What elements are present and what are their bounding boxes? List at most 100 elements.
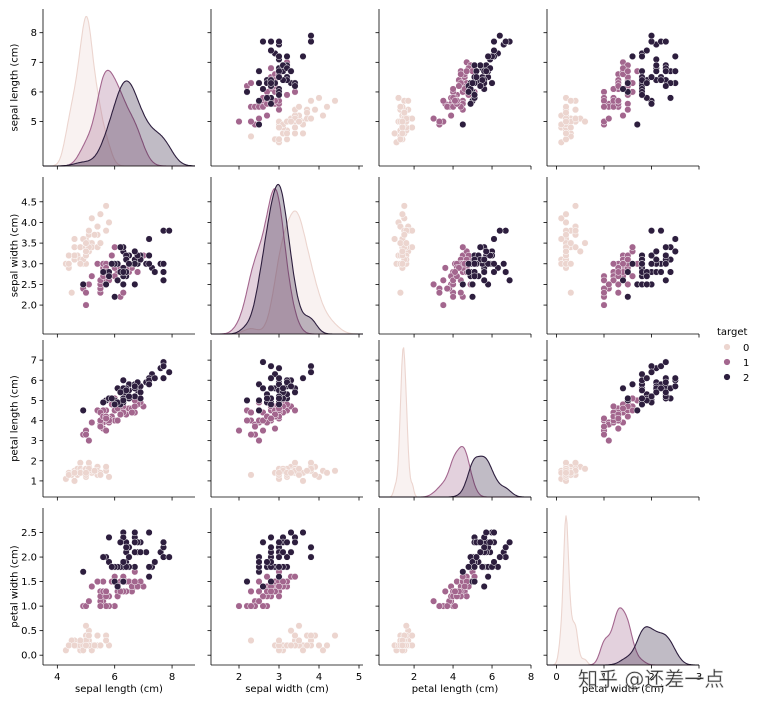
point-target-2 <box>490 235 498 243</box>
point-target-2 <box>643 280 651 288</box>
point-target-2 <box>255 79 263 87</box>
point-target-2 <box>119 268 127 276</box>
point-target-2 <box>502 38 510 46</box>
point-target-0 <box>96 471 104 479</box>
point-target-0 <box>96 210 104 218</box>
point-target-0 <box>319 112 327 120</box>
point-target-0 <box>247 636 255 645</box>
point-target-1 <box>605 280 613 288</box>
point-target-2 <box>283 52 291 60</box>
legend: target 0 1 2 <box>717 327 749 384</box>
x-tick-label: 6 <box>489 672 495 683</box>
point-target-1 <box>235 118 243 126</box>
panel-petal-length-vs-sepal-width <box>207 340 363 501</box>
point-target-1 <box>430 115 438 123</box>
point-target-0 <box>331 467 339 475</box>
point-target-0 <box>295 465 303 473</box>
point-target-1 <box>255 578 263 586</box>
point-target-2 <box>125 553 133 561</box>
point-target-1 <box>619 260 627 268</box>
panel-sepal-length-vs-petal-length <box>375 9 532 170</box>
point-target-2 <box>662 82 670 90</box>
point-target-2 <box>671 235 679 243</box>
point-target-2 <box>643 79 651 87</box>
x-tick-label: 3 <box>276 672 282 683</box>
y-tick-label: 6 <box>31 376 37 387</box>
point-target-2 <box>279 384 287 392</box>
point-target-2 <box>459 120 467 129</box>
point-target-0 <box>307 632 315 640</box>
point-target-2 <box>275 400 283 408</box>
point-target-2 <box>111 293 119 301</box>
point-target-2 <box>671 247 679 255</box>
point-target-2 <box>662 276 670 284</box>
y-tick-label: 1 <box>31 476 37 487</box>
x-tick-label: 8 <box>528 672 534 683</box>
point-target-0 <box>581 239 589 247</box>
point-target-2 <box>145 573 153 581</box>
point-target-2 <box>657 268 665 276</box>
point-target-1 <box>435 602 443 610</box>
point-target-1 <box>93 578 102 586</box>
point-target-0 <box>88 214 96 222</box>
x-tick-label: 2 <box>411 672 417 683</box>
x-tick-label: 5 <box>356 672 362 683</box>
x-tick-label: 4 <box>54 672 60 683</box>
point-target-1 <box>291 573 299 581</box>
y-axis-label-petal-length: petal length (cm) <box>10 375 21 462</box>
point-target-0 <box>247 132 255 140</box>
point-target-1 <box>624 106 632 114</box>
y-tick-label: 2 <box>31 456 37 467</box>
point-target-1 <box>82 431 90 439</box>
panel-sepal-width-vs-sepal-width <box>207 177 363 338</box>
point-target-1 <box>430 280 438 288</box>
x-tick-label: 2 <box>236 672 242 683</box>
point-target-2 <box>287 382 295 390</box>
y-tick-label: 5 <box>31 396 37 407</box>
point-target-0 <box>571 243 580 251</box>
point-target-1 <box>435 289 443 297</box>
point-target-0 <box>291 632 299 640</box>
point-target-1 <box>441 587 449 595</box>
point-target-0 <box>70 477 79 485</box>
point-target-1 <box>275 592 283 600</box>
point-target-1 <box>275 582 283 591</box>
point-target-2 <box>647 73 656 81</box>
point-target-0 <box>299 129 307 137</box>
point-target-2 <box>275 91 283 99</box>
point-target-2 <box>275 573 283 581</box>
point-target-2 <box>496 227 504 235</box>
point-target-2 <box>624 268 632 276</box>
x-tick-label: 0 <box>553 672 559 683</box>
point-target-0 <box>567 239 575 247</box>
point-target-0 <box>70 641 79 649</box>
point-target-2 <box>259 538 267 546</box>
point-target-0 <box>398 129 406 137</box>
point-target-2 <box>482 528 490 537</box>
point-target-0 <box>102 463 110 471</box>
point-target-2 <box>506 276 514 284</box>
point-target-2 <box>643 46 651 55</box>
point-target-1 <box>255 587 263 595</box>
point-target-0 <box>65 260 73 268</box>
point-target-2 <box>500 260 508 268</box>
point-target-2 <box>136 388 145 396</box>
y-tick-label: 3.0 <box>21 259 37 270</box>
point-target-2 <box>267 543 275 551</box>
point-target-2 <box>145 380 153 388</box>
point-target-2 <box>480 256 488 264</box>
y-tick-label: 3.5 <box>21 239 37 250</box>
point-target-2 <box>125 260 133 268</box>
point-target-2 <box>638 67 646 75</box>
point-target-2 <box>259 358 267 366</box>
point-target-0 <box>307 115 315 123</box>
point-target-2 <box>131 247 139 255</box>
point-target-2 <box>267 38 275 46</box>
point-target-1 <box>259 592 267 600</box>
point-target-2 <box>145 260 153 268</box>
point-target-0 <box>303 109 311 117</box>
point-target-0 <box>91 467 99 475</box>
point-target-0 <box>247 471 255 479</box>
kde-fill-target-2 <box>211 184 363 334</box>
